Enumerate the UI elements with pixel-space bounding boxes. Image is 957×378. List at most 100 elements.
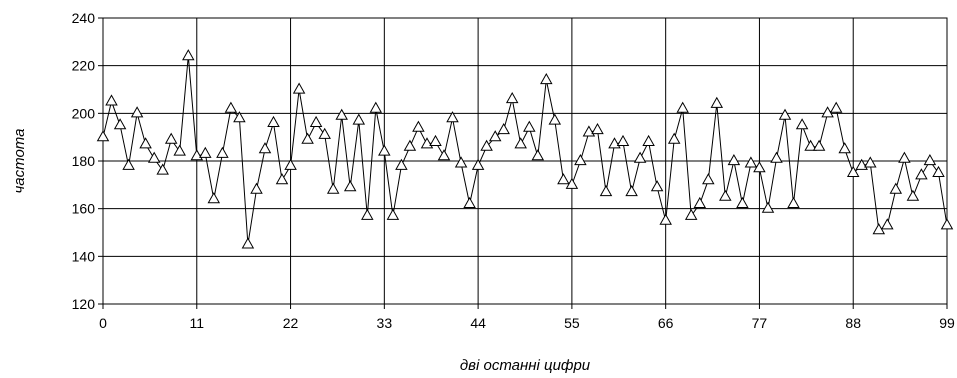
data-point-marker: [804, 139, 817, 151]
x-axis-title: дві останні цифри: [460, 357, 591, 374]
data-point-marker: [497, 122, 510, 135]
x-tick-label: 88: [845, 315, 861, 331]
data-point-marker: [753, 161, 766, 173]
data-point-marker: [625, 184, 638, 197]
data-point-marker: [761, 201, 775, 213]
data-point-marker: [378, 144, 391, 156]
data-point-marker: [480, 139, 493, 151]
data-point-marker: [540, 72, 553, 85]
data-point-marker: [548, 113, 562, 125]
data-point-marker: [224, 101, 238, 113]
data-point-marker: [309, 115, 323, 127]
data-point-marker: [898, 151, 911, 163]
data-point-marker: [787, 196, 800, 208]
data-point-marker: [471, 158, 485, 170]
data-point-marker: [676, 101, 689, 113]
y-axis-title: частота: [11, 129, 28, 194]
data-point-marker: [565, 177, 579, 189]
data-point-marker: [395, 158, 408, 170]
data-point-marker: [267, 115, 280, 127]
x-tick-label: 77: [752, 315, 768, 331]
y-tick-label: 120: [72, 296, 96, 312]
data-point-marker: [446, 111, 459, 123]
data-point-marker: [250, 182, 263, 194]
data-point-marker: [684, 208, 698, 220]
data-point-marker: [838, 142, 851, 154]
data-point-marker: [523, 120, 536, 132]
data-point-marker: [778, 108, 792, 120]
data-point-marker: [182, 49, 195, 61]
data-point-marker: [275, 173, 289, 185]
x-tick-label: 44: [470, 315, 486, 331]
data-point-marker: [258, 142, 272, 154]
data-point-marker: [846, 165, 860, 177]
data-point-marker: [156, 163, 169, 175]
data-point-marker: [659, 213, 672, 225]
data-point-marker: [122, 158, 135, 170]
series-line: [102, 56, 948, 245]
data-point-marker: [889, 182, 903, 194]
data-point-marker: [505, 91, 519, 104]
x-tick-label: 11: [190, 315, 205, 331]
data-point-marker: [292, 82, 306, 94]
x-tick-label: 33: [377, 315, 393, 331]
x-tick-label: 0: [99, 315, 107, 331]
data-point-marker: [940, 218, 954, 230]
data-point-marker: [343, 180, 357, 192]
data-point-marker: [369, 101, 383, 113]
data-point-marker: [335, 108, 348, 120]
data-point-marker: [199, 146, 212, 158]
y-tick-label: 140: [72, 248, 96, 264]
data-point-marker: [557, 173, 570, 185]
data-point-marker: [412, 120, 425, 132]
data-point-marker: [932, 165, 945, 177]
x-tick-label: 22: [283, 315, 299, 331]
data-point-marker: [361, 208, 374, 220]
data-point-marker: [923, 153, 937, 166]
data-point-marker: [702, 173, 715, 185]
data-point-marker: [318, 127, 331, 139]
data-point-marker: [216, 146, 229, 158]
data-point-marker: [616, 134, 630, 146]
data-point-marker: [514, 137, 527, 149]
data-point-marker: [113, 118, 127, 130]
data-point-marker: [812, 139, 826, 151]
x-tick-label: 99: [939, 315, 955, 331]
x-tick-label: 55: [564, 315, 580, 331]
data-point-marker: [241, 237, 255, 249]
data-point-marker: [864, 156, 877, 168]
series-polyline: [102, 56, 948, 245]
data-point-marker: [437, 149, 451, 161]
data-point-marker: [130, 106, 144, 118]
data-point-marker: [531, 149, 545, 161]
data-point-marker: [736, 196, 749, 208]
data-point-marker: [454, 156, 468, 168]
data-point-marker: [301, 132, 314, 144]
data-point-marker: [429, 134, 442, 146]
y-tick-label: 240: [72, 10, 96, 26]
y-tick-label: 200: [72, 105, 96, 121]
data-point-marker: [207, 192, 221, 204]
data-point-marker: [906, 189, 920, 201]
y-tick-label: 220: [72, 58, 96, 74]
data-point-marker: [829, 101, 843, 113]
data-point-marker: [386, 208, 400, 220]
data-point-marker: [352, 113, 366, 125]
data-point-marker: [105, 94, 118, 106]
data-point-marker: [164, 132, 178, 144]
data-point-marker: [403, 139, 417, 151]
data-point-marker: [744, 156, 758, 168]
data-point-marker: [915, 168, 928, 180]
data-point-marker: [642, 134, 655, 146]
data-point-marker: [326, 182, 340, 194]
series-markers: [96, 49, 954, 249]
x-tick-label: 66: [658, 315, 674, 331]
y-tick-label: 160: [72, 201, 96, 217]
y-tick-label: 180: [72, 153, 96, 169]
data-point-marker: [233, 111, 246, 123]
data-point-marker: [591, 122, 604, 135]
data-point-marker: [710, 96, 724, 108]
data-point-marker: [173, 144, 186, 156]
data-point-marker: [96, 130, 110, 142]
